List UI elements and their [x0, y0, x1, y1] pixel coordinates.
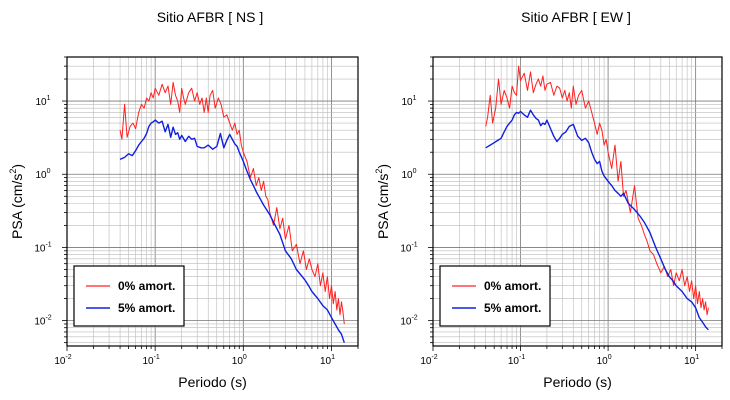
legend-label: 5% amort. [118, 301, 175, 315]
y-tick-label: 10-1 [400, 241, 417, 254]
chart-title: Sitio AFBR [ EW ] [521, 9, 631, 25]
y-tick-label: 101 [35, 95, 50, 108]
legend-box [73, 265, 185, 327]
series-line-damped [119, 119, 345, 343]
legend-label: 0% amort. [118, 279, 175, 293]
y-tick-label: 10-1 [34, 241, 51, 254]
legend: 0% amort. 5% amort. [439, 265, 551, 327]
series-line-undamped [485, 65, 709, 316]
x-axis-label: Periodo (s) [178, 374, 246, 390]
y-tick-label: 10-2 [400, 315, 417, 328]
y-tick-label: 10-2 [34, 315, 51, 328]
series-line-undamped [119, 81, 345, 325]
legend-label: 5% amort. [484, 301, 541, 315]
x-tick-label: 10-1 [508, 354, 525, 367]
legend-label: 0% amort. [484, 279, 541, 293]
plot-frame [432, 56, 723, 347]
x-tick-label: 101 [320, 354, 335, 367]
series-line-damped [485, 109, 709, 331]
legend: 0% amort. 5% amort. [73, 265, 185, 327]
legend-box [439, 265, 551, 327]
x-tick-label: 100 [597, 354, 612, 367]
x-tick-label: 10-2 [54, 354, 71, 367]
y-axis-label: PSA (cm/s2) [374, 164, 391, 239]
x-tick-label: 100 [232, 354, 247, 367]
x-tick-label: 101 [684, 354, 699, 367]
y-tick-label: 100 [401, 168, 416, 181]
grid [66, 56, 359, 346]
plot-frame [66, 56, 359, 347]
chart-panel-ew: Sitio AFBR [ EW ] 10-2 10-1 100 101 10-2 10-1 1… [374, 9, 723, 390]
y-axis-label: PSA (cm/s2) [8, 164, 25, 239]
y-tick-label: 101 [401, 95, 416, 108]
chart-title: Sitio AFBR [ NS ] [157, 9, 264, 25]
chart-panel-ns: Sitio AFBR [ NS ] 10-2 10-1 100 101 10-2 10-1 1… [8, 9, 359, 390]
y-tick-label: 100 [35, 168, 50, 181]
x-axis-label: Periodo (s) [543, 374, 611, 390]
x-tick-label: 10-1 [142, 354, 159, 367]
x-tick-label: 10-2 [420, 354, 437, 367]
